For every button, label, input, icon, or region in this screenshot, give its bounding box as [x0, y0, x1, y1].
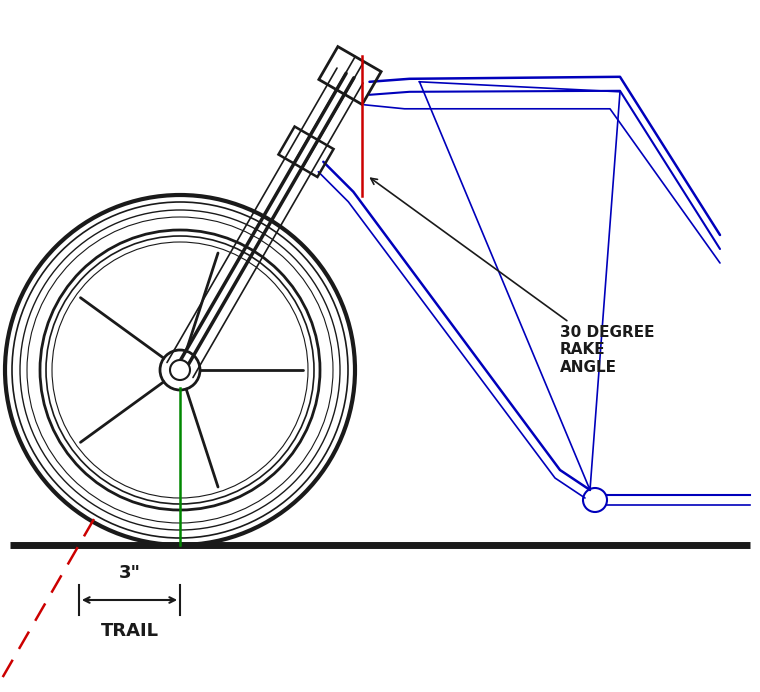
Text: 30 DEGREE
RAKE
ANGLE: 30 DEGREE RAKE ANGLE [371, 179, 654, 375]
Text: TRAIL: TRAIL [100, 622, 159, 640]
Text: 3": 3" [119, 564, 141, 582]
Circle shape [170, 360, 190, 380]
